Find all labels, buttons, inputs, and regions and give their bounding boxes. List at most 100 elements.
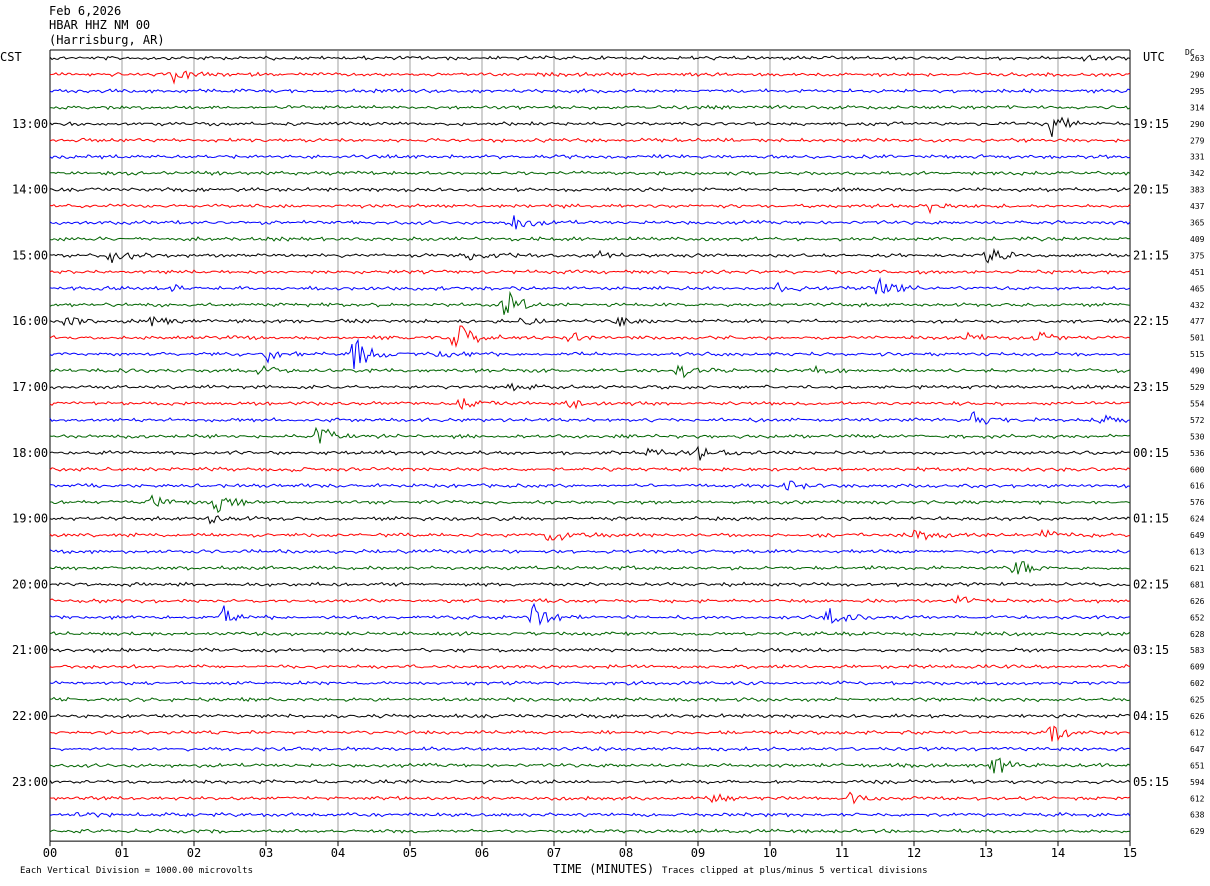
trace-line — [49, 269, 1131, 275]
trace-line — [49, 116, 1131, 137]
dc-offset-label: 681 — [1190, 580, 1205, 589]
trace-line — [49, 88, 1131, 94]
dc-offset-label: 314 — [1190, 103, 1205, 112]
trace-line — [49, 382, 1131, 392]
trace-line — [49, 290, 1131, 315]
dc-offset-label: 621 — [1190, 564, 1205, 573]
dc-offset-label: 638 — [1190, 811, 1205, 820]
x-tick-label: 13 — [979, 846, 993, 860]
hour-label-right: 02:15 — [1133, 577, 1169, 591]
dc-offset-label: 263 — [1190, 54, 1205, 63]
x-tick-label: 15 — [1123, 846, 1137, 860]
hour-label-left: 23:00 — [12, 775, 48, 789]
trace-line — [49, 548, 1131, 555]
trace-line — [49, 811, 1131, 818]
trace-line — [49, 315, 1131, 327]
trace-line — [49, 528, 1131, 542]
trace-line — [49, 630, 1131, 637]
dc-offset-label: 409 — [1190, 235, 1205, 244]
dc-offset-label: 490 — [1190, 367, 1205, 376]
dc-offset-label: 290 — [1190, 120, 1205, 129]
hour-label-right: 19:15 — [1133, 117, 1169, 131]
trace-line — [49, 153, 1131, 160]
hour-label-left: 21:00 — [12, 643, 48, 657]
station-code: HBAR HHZ NM 00 — [49, 18, 151, 32]
x-tick-label: 04 — [331, 846, 345, 860]
dc-offset-label: 365 — [1190, 219, 1205, 228]
trace-line — [49, 828, 1130, 834]
dc-offset-label: 629 — [1190, 827, 1205, 836]
x-axis-title: TIME (MINUTES) — [553, 862, 655, 876]
dc-offset-label: 613 — [1190, 548, 1205, 557]
hour-label-left: 19:00 — [12, 512, 48, 526]
trace-line — [49, 480, 1131, 491]
trace-line — [49, 104, 1131, 111]
trace-line — [49, 515, 1131, 525]
hour-label-left: 16:00 — [12, 314, 48, 328]
hour-label-left: 13:00 — [12, 117, 48, 131]
x-tick-label: 07 — [547, 846, 561, 860]
scale-note: Each Vertical Division = 1000.00 microvo… — [20, 866, 253, 876]
dc-offset-label: 612 — [1190, 728, 1205, 737]
dc-offset-label: 529 — [1190, 383, 1205, 392]
dc-offset-label: 600 — [1190, 465, 1205, 474]
trace-line — [49, 746, 1131, 752]
x-tick-label: 12 — [907, 846, 921, 860]
dc-offset-label: 609 — [1190, 663, 1205, 672]
dc-offset-label: 501 — [1190, 334, 1205, 343]
x-tick-label: 01 — [115, 846, 129, 860]
chart-date: Feb 6,2026 — [49, 4, 122, 18]
trace-line — [49, 236, 1131, 242]
trace-line — [49, 602, 1131, 626]
trace-line — [49, 186, 1131, 193]
dc-offset-label: 536 — [1190, 449, 1205, 458]
hour-label-right: 01:15 — [1133, 512, 1169, 526]
dc-offset-label: 625 — [1190, 696, 1205, 705]
dc-offset-label: 279 — [1190, 136, 1205, 145]
station-location: (Harrisburg, AR) — [49, 33, 165, 47]
trace-line — [49, 680, 1131, 686]
trace-line — [49, 411, 1131, 425]
hour-label-left: 20:00 — [12, 577, 48, 591]
x-tick-label: 09 — [691, 846, 705, 860]
x-tick-label: 08 — [619, 846, 633, 860]
dc-offset-label: 383 — [1190, 186, 1205, 195]
dc-offset-label: 295 — [1190, 87, 1205, 96]
trace-line — [49, 277, 1131, 295]
dc-offset-label: 612 — [1190, 794, 1205, 803]
dc-offset-label: 515 — [1190, 350, 1205, 359]
dc-offset-label: 583 — [1190, 646, 1205, 655]
x-tick-label: 06 — [475, 846, 489, 860]
dc-offset-label: 624 — [1190, 515, 1205, 524]
trace-line — [49, 696, 1131, 703]
hour-label-right: 04:15 — [1133, 709, 1169, 723]
x-tick-label: 05 — [403, 846, 417, 860]
hour-label-left: 14:00 — [12, 183, 48, 197]
hour-label-left: 22:00 — [12, 709, 48, 723]
right-timezone-label: UTC — [1143, 50, 1165, 64]
dc-offset-label: 626 — [1190, 597, 1205, 606]
hour-label-right: 22:15 — [1133, 314, 1169, 328]
dc-offset-label: 331 — [1190, 153, 1205, 162]
trace-line — [49, 325, 1131, 349]
dc-offset-label: 465 — [1190, 284, 1205, 293]
dc-offset-label: 602 — [1190, 679, 1205, 688]
hour-label-right: 23:15 — [1133, 380, 1169, 394]
dc-offset-label: 626 — [1190, 712, 1205, 721]
dc-offset-label: 375 — [1190, 251, 1205, 260]
trace-line — [49, 594, 1131, 604]
trace-line — [49, 398, 1131, 410]
hour-label-right: 21:15 — [1133, 248, 1169, 262]
hour-label-left: 17:00 — [12, 380, 48, 394]
hour-label-left: 18:00 — [12, 446, 48, 460]
dc-offset-label: 342 — [1190, 169, 1205, 178]
trace-line — [49, 170, 1131, 176]
hour-label-left: 15:00 — [12, 248, 48, 262]
dc-offset-label: 652 — [1190, 613, 1205, 622]
trace-line — [49, 791, 1131, 805]
dc-offset-label: 451 — [1190, 268, 1205, 277]
dc-offset-label: 477 — [1190, 317, 1205, 326]
trace-line — [49, 247, 1131, 264]
trace-line — [49, 663, 1131, 670]
x-tick-label: 11 — [835, 846, 849, 860]
